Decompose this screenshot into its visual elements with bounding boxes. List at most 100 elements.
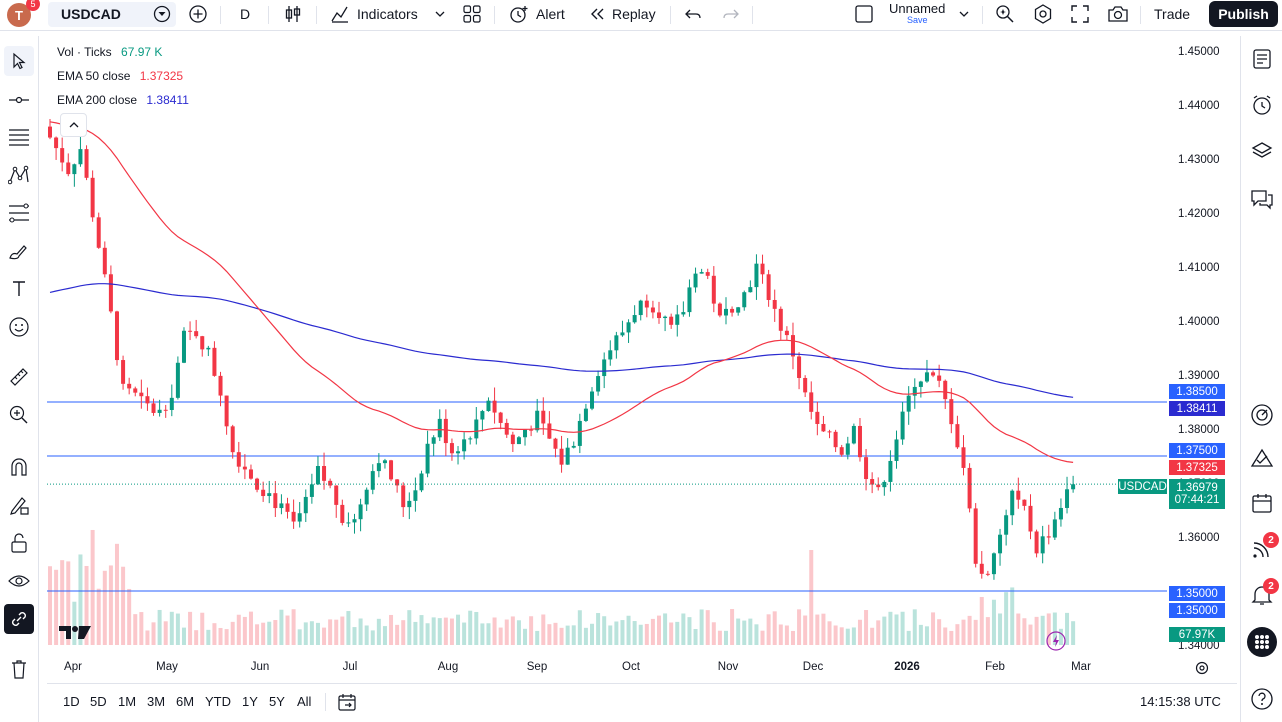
fullscreen-icon[interactable] xyxy=(1070,0,1090,28)
ideas-stream-icon[interactable] xyxy=(1247,534,1277,564)
volume-bar xyxy=(906,630,911,645)
volume-bar xyxy=(510,616,515,645)
candle-body xyxy=(541,410,546,424)
candle-body xyxy=(291,511,296,522)
price-chart[interactable]: 1.45000 1.44000 1.43000 1.42000 1.41000 1.400… xyxy=(47,36,1237,681)
candle-body xyxy=(157,409,162,413)
volume-bar xyxy=(516,620,521,645)
settings-gear-icon[interactable] xyxy=(1032,0,1054,28)
collapse-legend-chevron-up-icon[interactable] xyxy=(60,113,87,137)
hide-drawings-eye-icon[interactable] xyxy=(4,566,34,596)
trash-delete-icon[interactable] xyxy=(4,654,34,684)
layout-menu-chevron-icon[interactable] xyxy=(958,0,970,28)
notifications-badge: 2 xyxy=(1263,578,1279,594)
text-tool-icon[interactable] xyxy=(4,274,34,304)
range-5y[interactable]: 5Y xyxy=(269,694,285,709)
screener-icon[interactable] xyxy=(1247,444,1277,474)
go-to-date-calendar-icon[interactable] xyxy=(337,692,357,717)
volume-bar xyxy=(364,625,369,645)
volume-bar xyxy=(760,630,765,645)
candle-body xyxy=(900,411,905,440)
volume-bar xyxy=(924,626,929,645)
range-all[interactable]: All xyxy=(297,694,312,709)
range-1m[interactable]: 1M xyxy=(118,694,137,709)
chats-icon[interactable] xyxy=(1247,184,1277,214)
object-tree-layers-icon[interactable] xyxy=(1247,136,1277,166)
axis-settings-icon[interactable] xyxy=(1195,661,1209,675)
volume-legend[interactable]: Vol · Ticks 67.97 K xyxy=(57,45,162,59)
undo-icon[interactable] xyxy=(683,0,703,28)
candle-body xyxy=(833,431,838,448)
stay-in-drawing-mode-icon[interactable] xyxy=(4,490,34,520)
redo-icon[interactable] xyxy=(721,0,741,28)
symbol-name[interactable]: USDCAD xyxy=(61,6,121,22)
zoom-in-icon[interactable] xyxy=(4,400,34,430)
range-3m[interactable]: 3M xyxy=(147,694,166,709)
volume-bar xyxy=(559,627,564,645)
range-1d[interactable]: 1D xyxy=(63,694,80,709)
emoji-tool-icon[interactable] xyxy=(4,312,34,342)
snapshot-camera-icon[interactable] xyxy=(1107,0,1129,28)
technicals-gauge-icon[interactable] xyxy=(1247,400,1277,430)
range-5d[interactable]: 5D xyxy=(90,694,107,709)
volume-bar xyxy=(1071,621,1076,645)
time-tick-label: Feb xyxy=(985,661,1005,673)
ema50-legend[interactable]: EMA 50 close 1.37325 xyxy=(57,69,183,83)
volume-bar xyxy=(638,624,643,645)
compare-symbol-icon[interactable] xyxy=(152,0,172,28)
utc-clock[interactable]: 14:15:38 UTC xyxy=(1140,694,1221,709)
volume-bar xyxy=(78,554,83,645)
range-1y[interactable]: 1Y xyxy=(242,694,258,709)
trend-line-tool-icon[interactable] xyxy=(4,85,34,115)
watchlist-icon[interactable] xyxy=(1247,44,1277,74)
chevron-down-icon[interactable] xyxy=(434,0,446,28)
publish-button[interactable]: Publish xyxy=(1209,1,1278,27)
apps-grid-icon[interactable] xyxy=(1247,627,1277,657)
help-icon[interactable] xyxy=(1247,684,1277,714)
layout-save-link[interactable]: Save xyxy=(907,15,928,25)
brush-tool-icon[interactable] xyxy=(4,236,34,266)
range-ytd[interactable]: YTD xyxy=(205,694,231,709)
pattern-tool-icon[interactable] xyxy=(4,160,34,190)
volume-bar xyxy=(736,618,741,645)
add-symbol-icon[interactable] xyxy=(188,0,208,28)
candle-body xyxy=(797,356,802,378)
trade-button[interactable]: Trade xyxy=(1154,6,1191,22)
flash-events-icon[interactable] xyxy=(1046,631,1066,651)
alert-button[interactable]: Alert xyxy=(508,0,565,28)
price-axis[interactable]: 1.45000 1.44000 1.43000 1.42000 1.41000 1.400… xyxy=(1178,46,1220,652)
volume-bar xyxy=(553,622,558,645)
calendar-icon[interactable] xyxy=(1247,488,1277,518)
volume-bar xyxy=(449,618,454,645)
templates-grid-icon[interactable] xyxy=(462,0,482,28)
cursor-tool-icon[interactable] xyxy=(4,46,34,76)
horizontal-lines-tool-icon[interactable] xyxy=(4,122,34,152)
range-6m[interactable]: 6M xyxy=(176,694,195,709)
layout-name[interactable]: Unnamed xyxy=(889,1,946,16)
replay-button[interactable]: Replay xyxy=(588,0,656,28)
candles-chart-type-icon[interactable] xyxy=(284,0,302,28)
time-tick-label: May xyxy=(156,661,178,673)
time-axis[interactable]: Apr May Jun Jul Aug Sep Oct Nov Dec 2026 Feb Mar xyxy=(64,661,1091,673)
lock-drawings-icon[interactable] xyxy=(4,528,34,558)
volume-bar xyxy=(985,617,990,645)
quick-search-icon[interactable] xyxy=(994,0,1016,28)
volume-bar xyxy=(821,613,826,645)
volume-bar xyxy=(206,629,211,645)
volume-bar xyxy=(151,622,156,645)
fib-retracement-tool-icon[interactable] xyxy=(4,198,34,228)
ema200-legend[interactable]: EMA 200 close 1.38411 xyxy=(57,93,189,107)
ruler-measure-icon[interactable] xyxy=(4,362,34,392)
chart-pane[interactable]: 1.45000 1.44000 1.43000 1.42000 1.41000 1.400… xyxy=(47,36,1237,681)
tradingview-logo[interactable] xyxy=(59,626,91,639)
indicators-button[interactable]: Indicators xyxy=(330,0,418,28)
volume-bar xyxy=(413,621,418,645)
price-tick-label: 1.39000 xyxy=(1178,370,1220,382)
volume-bar xyxy=(352,627,357,645)
volume-bar xyxy=(967,615,972,645)
alerts-clock-icon[interactable] xyxy=(1247,90,1277,120)
magnet-icon[interactable] xyxy=(4,452,34,482)
link-tool-icon[interactable] xyxy=(4,604,34,634)
layout-checkbox-icon[interactable] xyxy=(854,0,874,28)
interval-button[interactable]: D xyxy=(240,6,251,22)
